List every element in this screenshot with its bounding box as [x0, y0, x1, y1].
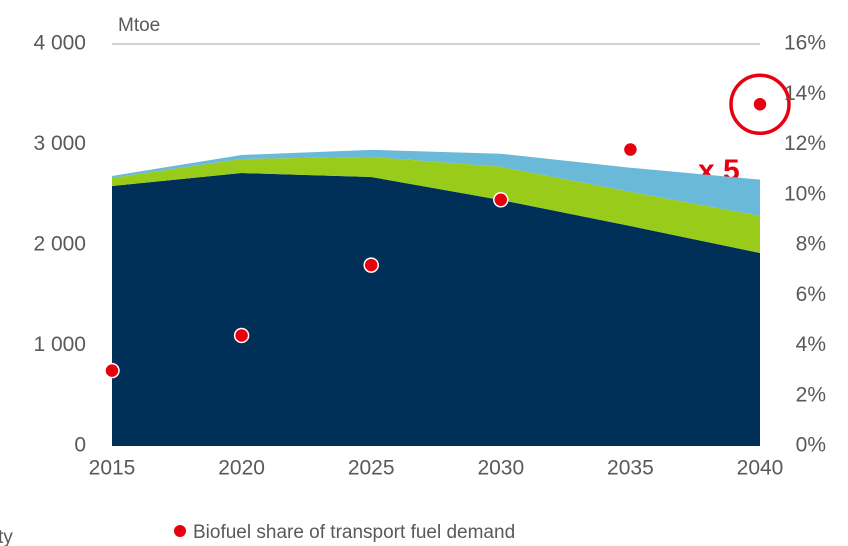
scatter-point	[233, 327, 250, 344]
area	[112, 156, 760, 254]
x-tick-label: 2040	[737, 457, 784, 480]
highlight-ring	[729, 73, 791, 136]
legend-label: ty	[0, 527, 13, 546]
legend-label: Biofuel share of transport fuel demand	[193, 522, 515, 543]
area	[112, 149, 760, 216]
y-tick-label: 2 000	[33, 233, 86, 256]
y-tick-label: 4 000	[33, 32, 86, 55]
scatter-point	[493, 192, 509, 208]
y-tick-label: 1 000	[33, 333, 86, 356]
y2-tick-label: 6%	[796, 283, 826, 306]
y2-tick-label: 8%	[796, 233, 826, 256]
legend-marker	[174, 525, 186, 537]
y-axis-label: Mtoe	[118, 15, 160, 36]
scatter-point	[622, 141, 639, 158]
y2-tick-label: 10%	[784, 182, 826, 205]
y-tick-label: 0	[74, 434, 86, 457]
scatter-point	[752, 96, 768, 113]
y2-tick-label: 14%	[784, 82, 826, 105]
y-tick-label: 3 000	[33, 132, 86, 155]
x-tick-label: 2035	[607, 457, 654, 480]
y2-tick-label: 2%	[796, 383, 826, 406]
y2-tick-label: 12%	[784, 132, 826, 155]
y2-tick-label: 0%	[796, 434, 826, 457]
area	[112, 173, 760, 447]
x-tick-label: 2020	[218, 457, 265, 480]
scatter-point	[363, 257, 379, 273]
scatter-point	[104, 362, 120, 379]
x-tick-label: 2015	[89, 457, 136, 480]
y2-tick-label: 16%	[784, 32, 826, 55]
x-tick-label: 2030	[477, 457, 524, 480]
y2-tick-label: 4%	[796, 333, 826, 356]
x-tick-label: 2025	[348, 457, 395, 480]
